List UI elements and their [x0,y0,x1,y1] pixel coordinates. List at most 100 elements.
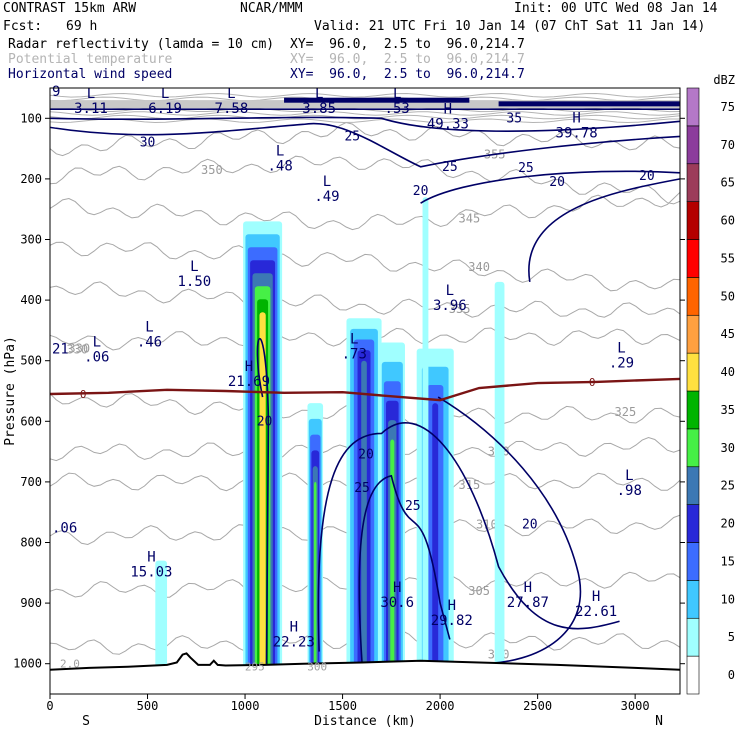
isotherm-label: 0 [80,388,87,401]
theta-contour-label: 350 [201,163,223,177]
x-axis-title: Distance (km) [314,714,416,729]
theta-contour-line [49,111,681,116]
reflectivity-band [314,481,317,688]
theta-contour-line [49,281,681,318]
zero-isotherm-line [49,377,681,402]
extremum-value: 3.96 [433,298,467,314]
x-tick-label: 1500 [328,699,357,713]
y-axis-title: Pressure (hPa) [3,336,18,446]
colorbar-swatch [686,617,700,657]
wind-contour-line [437,396,582,665]
theta-contour-line [49,155,681,205]
colorbar-tick-label: 75 [721,100,735,114]
wind-contour-line [49,116,681,132]
extremum-marker: L [446,283,454,299]
extremum-marker: H [444,101,452,117]
extremum-value: 22.23 [273,634,315,650]
reflectivity-band [422,197,429,688]
theta-contour-line [49,191,681,231]
extremum-value: .48 [268,159,293,175]
colorbar-swatch [686,239,700,278]
forecast-hour: 69 h [66,19,98,34]
extremum-marker: L [315,86,323,102]
extremum-value: .49 [314,189,339,205]
theta-contour-line [49,114,681,120]
colorbar-unit: dBZ [713,73,735,87]
wind-contour-label: 35 [506,111,522,126]
plot-frame [49,87,681,695]
extremum-value: .73 [342,347,367,363]
extremum-value: .06 [84,350,109,366]
colorbar-tick-label: 45 [721,327,735,341]
extremum-marker: H [572,110,580,126]
reflectivity-band [361,360,367,688]
wind-contour-label: 25 [344,129,360,144]
y-tick-label: 300 [20,233,42,247]
colorbar-swatch [686,163,700,202]
edge-label: 21 [52,342,69,358]
wind-contour-line [528,178,681,283]
extremum-value: 27.87 [507,595,549,611]
reflectivity-band [390,439,395,688]
organization: NCAR/MMM [240,1,303,16]
stratosphere-contour-band [50,100,680,109]
extremum-value: 30.6 [380,595,414,611]
wind-contour-line [256,338,270,664]
x-axis-end-label-right: N [655,714,663,729]
extremum-marker: L [350,332,358,348]
colorbar-swatch [686,542,700,581]
wind-contour-line [420,170,681,204]
colorbar-tick-label: 55 [721,251,735,265]
extremum-marker: L [93,335,101,351]
colorbar-tick-label: 60 [721,214,735,228]
colorbar-tick-label: 5 [728,630,735,644]
extremum-marker: H [290,619,298,635]
x-tick-label: 1000 [231,699,260,713]
theta-contour-label: 330 [68,342,90,356]
wind-contour-label: 20 [413,184,429,199]
extremum-marker: L [617,341,625,357]
wind-contour-label: 20 [549,175,565,190]
wind-contour-label: 25 [354,481,370,496]
extremum-marker: L [145,319,153,335]
wind-contours: 3530252525202020202025252020 [49,97,681,678]
colorbar-tick-label: 30 [721,441,735,455]
extremum-value: 29.82 [431,613,473,629]
field-xy-wind: XY= 96.0, 2.5 to 96.0,214.7 [290,67,525,82]
reflectivity-band [494,281,505,688]
edge-label: 2.0 [60,658,80,671]
theta-contour-line [49,121,681,157]
colorbar-tick-label: 10 [721,592,735,606]
colorbar: 0 5 10 15 20 25 30 35 40 45 50 55 60 65 70 75 dBZ [686,73,735,695]
extremum-marker: H [448,598,456,614]
y-tick-label: 500 [20,354,42,368]
forecast-label: Fcst: [3,19,43,34]
colorbar-swatch [686,125,700,165]
init-time: Init: 00 UTC Wed 08 Jan 14 [514,1,718,16]
reflectivity-band [155,560,168,688]
extremum-value: .98 [617,483,642,499]
theta-contour-label: 345 [459,211,481,225]
theta-contour-label: 340 [468,260,490,274]
wind-contour-line [49,122,681,168]
extremum-marker: L [276,144,284,160]
x-tick-label: 0 [46,699,53,713]
wind-contour-label: 20 [639,169,655,184]
theta-contour-line [49,92,681,98]
x-tick-label: 2000 [426,699,455,713]
extremum-value: 22.61 [575,604,617,620]
colorbar-tick-label: 25 [721,479,735,493]
extremum-value: .53 [385,101,410,117]
y-tick-label: 1000 [13,657,42,671]
extremum-marker: H [592,589,600,605]
colorbar-swatch [686,201,700,240]
x-tick-label: 500 [137,699,159,713]
extremum-marker: L [190,259,198,275]
zero-isotherm: 00 [49,376,681,402]
wind-contour-line [358,474,451,664]
extremum-value: 21.69 [228,374,270,390]
reflectivity-band [432,403,439,688]
extremum-value: 7.58 [215,101,249,117]
